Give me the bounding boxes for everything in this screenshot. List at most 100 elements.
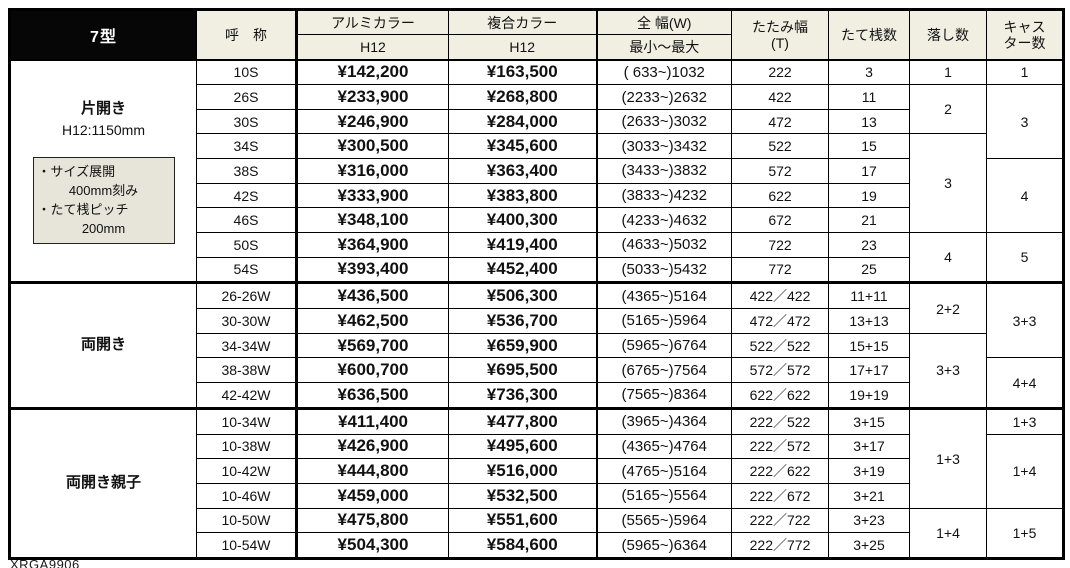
col-subheader-alumi-h12: H12 bbox=[295, 34, 449, 60]
cell-model-name: 54S bbox=[196, 256, 297, 284]
cell-width-range: (4365~)5164 bbox=[595, 281, 732, 310]
cell-alumi-price: ¥300,500 bbox=[295, 133, 449, 160]
cell-tatami-width: 672 bbox=[731, 207, 829, 233]
cell-width-range: (2633~)3032 bbox=[595, 108, 732, 135]
table-row: 片開き H12:1150mm ・サイズ展開 400mm刻み ・たて桟ピッチ 200mm 10… bbox=[9, 58, 1064, 284]
col-subheader-width-minmax: 最小〜最大 bbox=[595, 34, 732, 60]
table-body: 片開き H12:1150mm ・サイズ展開 400mm刻み ・たて桟ピッチ 200mm 10… bbox=[9, 58, 1064, 560]
cell-tatezan-count: 17 bbox=[828, 158, 910, 184]
table-row: 38S ¥316,000 ¥363,400 (3433~)3832 572 17 4 bbox=[10, 158, 1064, 233]
cell-tatami-width: 222／622 bbox=[731, 458, 829, 484]
cell-tatezan-count: 17+17 bbox=[828, 357, 910, 384]
table-row: 34S ¥300,500 ¥345,600 (3033~)3432 522 15 3 bbox=[10, 133, 1064, 233]
cell-width-range: (4233~)4632 bbox=[595, 207, 732, 233]
cell-fukugo-price: ¥268,800 bbox=[448, 84, 597, 110]
cell-fukugo-price: ¥584,600 bbox=[448, 532, 597, 559]
table-row: 38-38W ¥600,700 ¥695,500 (6765~)7564 572／572… bbox=[10, 357, 1064, 409]
table-row: 両開き親子 10-34W ¥411,400 ¥477,800 (3965~)4364 22… bbox=[9, 406, 1064, 560]
cell-tatezan-count: 21 bbox=[828, 207, 910, 233]
col-header-otoshi: 落し数 bbox=[909, 9, 987, 60]
cell-tatami-width: 472 bbox=[731, 108, 829, 135]
cell-tatami-width: 222／722 bbox=[731, 507, 829, 534]
cell-tatezan-count: 25 bbox=[828, 256, 910, 284]
cell-model-name: 10-50W bbox=[196, 507, 297, 534]
cell-alumi-price: ¥333,900 bbox=[295, 182, 449, 209]
cell-tatezan-count: 19 bbox=[828, 182, 910, 209]
cell-alumi-price: ¥600,700 bbox=[295, 357, 449, 384]
cell-model-name: 38S bbox=[196, 158, 297, 184]
cell-alumi-price: ¥504,300 bbox=[295, 532, 449, 559]
cell-caster-count: 4+4 bbox=[986, 357, 1064, 409]
cell-tatezan-count: 3+19 bbox=[828, 458, 910, 484]
col-header-tatami-line2: (T) bbox=[771, 34, 789, 51]
col-header-width: 全 幅(W) bbox=[595, 9, 732, 35]
cell-alumi-price: ¥636,500 bbox=[295, 382, 449, 409]
cell-fukugo-price: ¥516,000 bbox=[448, 458, 597, 484]
cell-otoshi-count: 3+3 bbox=[909, 332, 987, 409]
cell-fukugo-price: ¥551,600 bbox=[448, 507, 597, 534]
col-header-alumi-color: アルミカラー bbox=[295, 9, 449, 35]
cell-model-name: 10-42W bbox=[196, 458, 297, 484]
cell-model-name: 46S bbox=[196, 207, 297, 233]
cell-model-name: 10S bbox=[196, 58, 297, 86]
cell-alumi-price: ¥436,500 bbox=[295, 281, 449, 310]
col-header-tatami-width: たたみ幅 (T) bbox=[731, 9, 829, 60]
cell-tatami-width: 572 bbox=[731, 158, 829, 184]
cell-tatezan-count: 13 bbox=[828, 108, 910, 135]
cell-tatezan-count: 15+15 bbox=[828, 332, 910, 359]
cell-alumi-price: ¥364,900 bbox=[295, 231, 449, 258]
size-note-box: ・サイズ展開 400mm刻み ・たて桟ピッチ 200mm bbox=[32, 157, 175, 245]
cell-tatami-width: 572／572 bbox=[731, 357, 829, 384]
cell-tatami-width: 622 bbox=[731, 182, 829, 209]
cell-alumi-price: ¥233,900 bbox=[295, 84, 449, 110]
cell-alumi-price: ¥348,100 bbox=[295, 207, 449, 233]
cell-fukugo-price: ¥506,300 bbox=[448, 281, 597, 310]
cell-tatezan-count: 3+17 bbox=[828, 433, 910, 460]
cell-caster-count: 1+3 bbox=[986, 406, 1064, 435]
cell-fukugo-price: ¥659,900 bbox=[448, 332, 597, 359]
cell-otoshi-count: 1 bbox=[909, 58, 987, 86]
cell-tatezan-count: 19+19 bbox=[828, 382, 910, 409]
cell-fukugo-price: ¥163,500 bbox=[448, 58, 597, 86]
cell-caster-count: 3+3 bbox=[986, 281, 1064, 359]
col-header-caster-line1: キャス bbox=[1003, 18, 1046, 35]
table-row: 42-42W ¥636,500 ¥736,300 (7565~)8364 622／622… bbox=[10, 382, 1064, 409]
cell-tatami-width: 472／472 bbox=[731, 308, 829, 334]
cell-tatami-width: 722 bbox=[731, 231, 829, 258]
cell-caster-count: 5 bbox=[986, 231, 1064, 284]
cell-tatami-width: 222／772 bbox=[731, 532, 829, 559]
footer-code: XRGA9906 bbox=[10, 557, 80, 568]
col-header-caster-line2: ター数 bbox=[1003, 34, 1046, 51]
col-header-name: 呼 称 bbox=[196, 9, 297, 60]
cell-model-name: 34S bbox=[196, 133, 297, 160]
cell-model-name: 42S bbox=[196, 182, 297, 209]
section-label-cell: 両開き bbox=[9, 281, 197, 409]
model-header: 7型 bbox=[9, 9, 197, 60]
cell-alumi-price: ¥569,700 bbox=[295, 332, 449, 359]
table-row: 46S ¥348,100 ¥400,300 (4233~)4632 672 21 bbox=[10, 207, 1064, 233]
cell-caster-count: 3 bbox=[986, 84, 1064, 160]
table-row: 54S ¥393,400 ¥452,400 (5033~)5432 772 25 bbox=[10, 256, 1064, 284]
col-header-caster: キャス ター数 bbox=[986, 9, 1064, 60]
section-label: 片開き H12:1150mm bbox=[61, 99, 145, 139]
cell-otoshi-count: 1+3 bbox=[909, 406, 987, 509]
cell-fukugo-price: ¥695,500 bbox=[448, 357, 597, 384]
cell-alumi-price: ¥316,000 bbox=[295, 158, 449, 184]
cell-width-range: (5965~)6364 bbox=[595, 532, 732, 559]
cell-width-range: (3965~)4364 bbox=[595, 406, 732, 435]
cell-alumi-price: ¥142,200 bbox=[295, 58, 449, 86]
cell-width-range: (4633~)5032 bbox=[595, 231, 732, 258]
cell-tatezan-count: 3 bbox=[828, 58, 910, 86]
table-row: 30-30W ¥462,500 ¥536,700 (5165~)5964 472／472… bbox=[10, 308, 1064, 334]
cell-alumi-price: ¥444,800 bbox=[295, 458, 449, 484]
section-label-cell: 両開き親子 bbox=[9, 406, 197, 560]
cell-fukugo-price: ¥419,400 bbox=[448, 231, 597, 258]
cell-width-range: (3433~)3832 bbox=[595, 158, 732, 184]
cell-width-range: (6765~)7564 bbox=[595, 357, 732, 384]
cell-model-name: 42-42W bbox=[196, 382, 297, 409]
table-row: 10-46W ¥459,000 ¥532,500 (5165~)5564 222／672… bbox=[10, 482, 1064, 509]
cell-tatezan-count: 13+13 bbox=[828, 308, 910, 334]
section-label: 両開き bbox=[80, 336, 126, 354]
cell-tatezan-count: 11+11 bbox=[828, 281, 910, 310]
cell-tatami-width: 622／622 bbox=[731, 382, 829, 409]
